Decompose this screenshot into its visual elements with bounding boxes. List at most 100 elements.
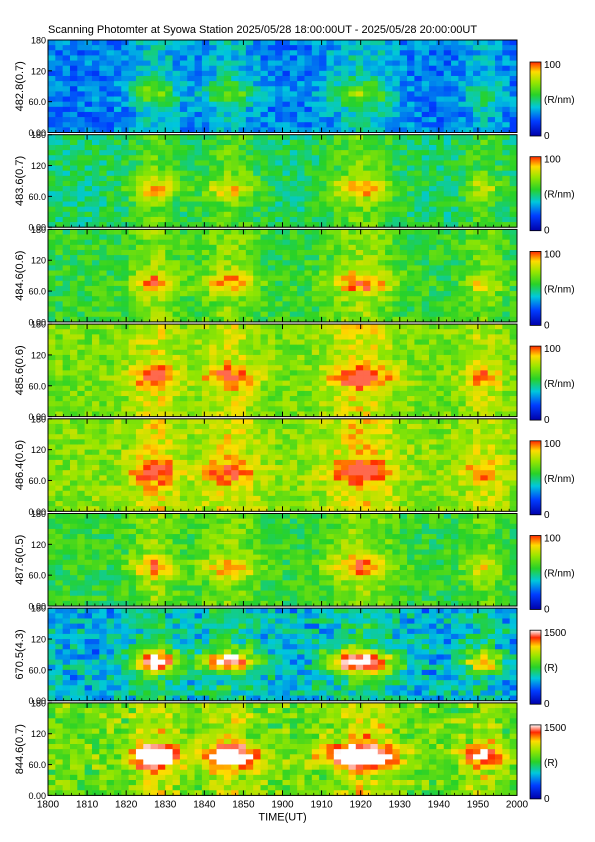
heatmap-cell (319, 275, 327, 282)
y-tick-label: 120 (31, 350, 46, 360)
heatmap-cell (355, 111, 364, 118)
heatmap-cell (377, 111, 386, 118)
heatmap-cell (113, 396, 122, 402)
heatmap-cell (238, 370, 247, 376)
heatmap-cell (194, 160, 203, 166)
heatmap-cell (399, 201, 408, 208)
heatmap-cell (443, 334, 452, 340)
heatmap-cell (106, 117, 115, 123)
heatmap-cell (421, 365, 430, 371)
heatmap-cell (223, 91, 232, 97)
heatmap-cell (443, 249, 452, 256)
heatmap-cell (106, 296, 115, 302)
heatmap-cell (289, 117, 298, 123)
heatmap-cell (77, 301, 86, 307)
heatmap-cell (370, 385, 379, 392)
heatmap-cell (509, 311, 518, 318)
heatmap-cell (297, 201, 305, 208)
heatmap-cell (69, 201, 78, 208)
heatmap-cell (150, 180, 159, 187)
heatmap-cell (487, 222, 496, 228)
heatmap-cell (187, 401, 195, 407)
heatmap-cell (223, 216, 232, 223)
heatmap-cell (495, 144, 503, 151)
heatmap-cell (370, 349, 379, 356)
heatmap-cell (245, 81, 254, 87)
heatmap-cell (121, 255, 130, 261)
heatmap-cell (414, 186, 423, 192)
heatmap-cell (370, 301, 379, 307)
heatmap-cell (311, 55, 320, 61)
heatmap-cell (502, 360, 511, 366)
heatmap-cell (421, 296, 430, 302)
colorbar-unit-label: (R/nm) (544, 284, 575, 295)
heatmap-cell (187, 316, 195, 323)
heatmap-cell (113, 249, 122, 256)
heatmap-cell (509, 127, 518, 133)
heatmap-cell (282, 101, 291, 108)
heatmap-cell (113, 306, 122, 313)
heatmap-cell (480, 155, 489, 161)
heatmap-cell (399, 265, 408, 271)
heatmap-cell (326, 111, 335, 118)
heatmap-cell (143, 249, 151, 256)
heatmap-cell (253, 81, 261, 87)
heatmap-cell (231, 370, 239, 376)
heatmap-cell (443, 255, 452, 261)
heatmap-cell (275, 170, 283, 177)
heatmap-cell (282, 296, 291, 302)
heatmap-cell (245, 354, 254, 361)
heatmap-cell (429, 316, 437, 323)
heatmap-cell (121, 344, 130, 351)
heatmap-cell (341, 334, 349, 340)
heatmap-cell (421, 127, 430, 133)
heatmap-cell (172, 60, 181, 67)
heatmap-cell (473, 385, 481, 392)
heatmap-cell (267, 244, 276, 251)
heatmap-cell (99, 106, 108, 113)
heatmap-cell (487, 311, 496, 318)
heatmap-cell (363, 191, 371, 197)
heatmap-cell (399, 370, 408, 376)
heatmap-cell (55, 165, 64, 172)
heatmap-cell (62, 270, 71, 277)
y-tick-label: 180 (31, 130, 46, 140)
heatmap-cell (157, 239, 166, 246)
heatmap-cell (238, 301, 247, 307)
heatmap-cell (69, 117, 78, 123)
heatmap-cell (209, 249, 217, 256)
heatmap-cell (502, 301, 511, 307)
heatmap-cell (143, 81, 151, 87)
heatmap-cell (48, 249, 56, 256)
heatmap-cell (62, 316, 71, 323)
heatmap-cell (495, 65, 503, 72)
heatmap-cell (55, 186, 64, 192)
heatmap-cell (187, 365, 195, 371)
heatmap-cell (473, 144, 481, 151)
heatmap-cell (253, 180, 261, 187)
heatmap-cell (487, 81, 496, 87)
heatmap-cell (436, 127, 445, 133)
heatmap-cell (172, 160, 181, 166)
heatmap-cell (311, 270, 320, 277)
heatmap-cell (392, 365, 401, 371)
heatmap-cell (260, 155, 269, 161)
heatmap-cell (128, 86, 137, 92)
heatmap-cell (223, 375, 232, 382)
heatmap-cell (348, 385, 357, 392)
heatmap-cell (458, 291, 467, 297)
heatmap-cell (113, 180, 122, 187)
heatmap-cell (363, 396, 371, 402)
heatmap-cell (502, 165, 511, 172)
heatmap-cell (231, 50, 239, 56)
heatmap-cell (69, 229, 78, 235)
heatmap-cell (458, 270, 467, 277)
heatmap-cell (487, 329, 496, 335)
heatmap-cell (165, 349, 173, 356)
heatmap-cell (465, 280, 474, 287)
heatmap-cell (443, 165, 452, 172)
heatmap-cell (502, 396, 511, 402)
heatmap-cell (238, 180, 247, 187)
heatmap-cell (480, 180, 489, 187)
heatmap-cell (187, 216, 195, 223)
